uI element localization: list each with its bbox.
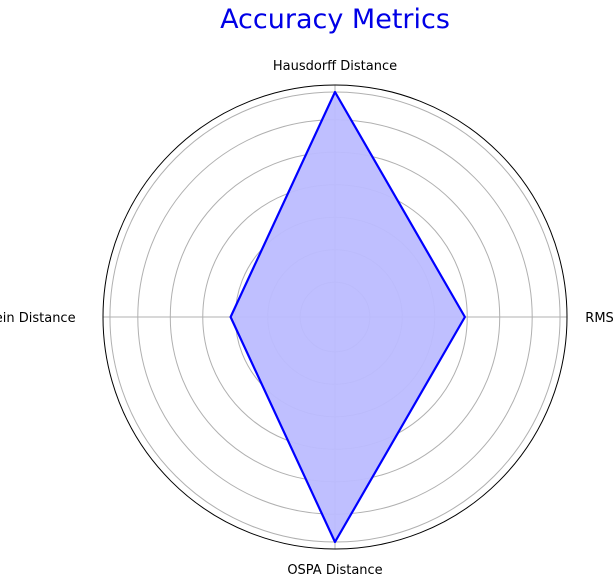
axis-label-ospa-distance: OSPA Distance (287, 563, 382, 578)
axis-labels: RMSE Hausdorff Distance Wasserstein Distan… (0, 59, 614, 578)
series-line-1 (229, 90, 466, 544)
polar-frame (102, 84, 568, 550)
axis-label-rmse: RMSE (585, 311, 614, 326)
series-layer (229, 90, 466, 544)
polar-outline (102, 84, 568, 550)
chart-title: Accuracy Metrics (220, 4, 450, 35)
series-area-1 (230, 92, 465, 542)
axis-label-wasserstein-distance: Wasserstein Distance (0, 311, 76, 326)
axis-label-hausdorff-distance: Hausdorff Distance (273, 59, 397, 74)
